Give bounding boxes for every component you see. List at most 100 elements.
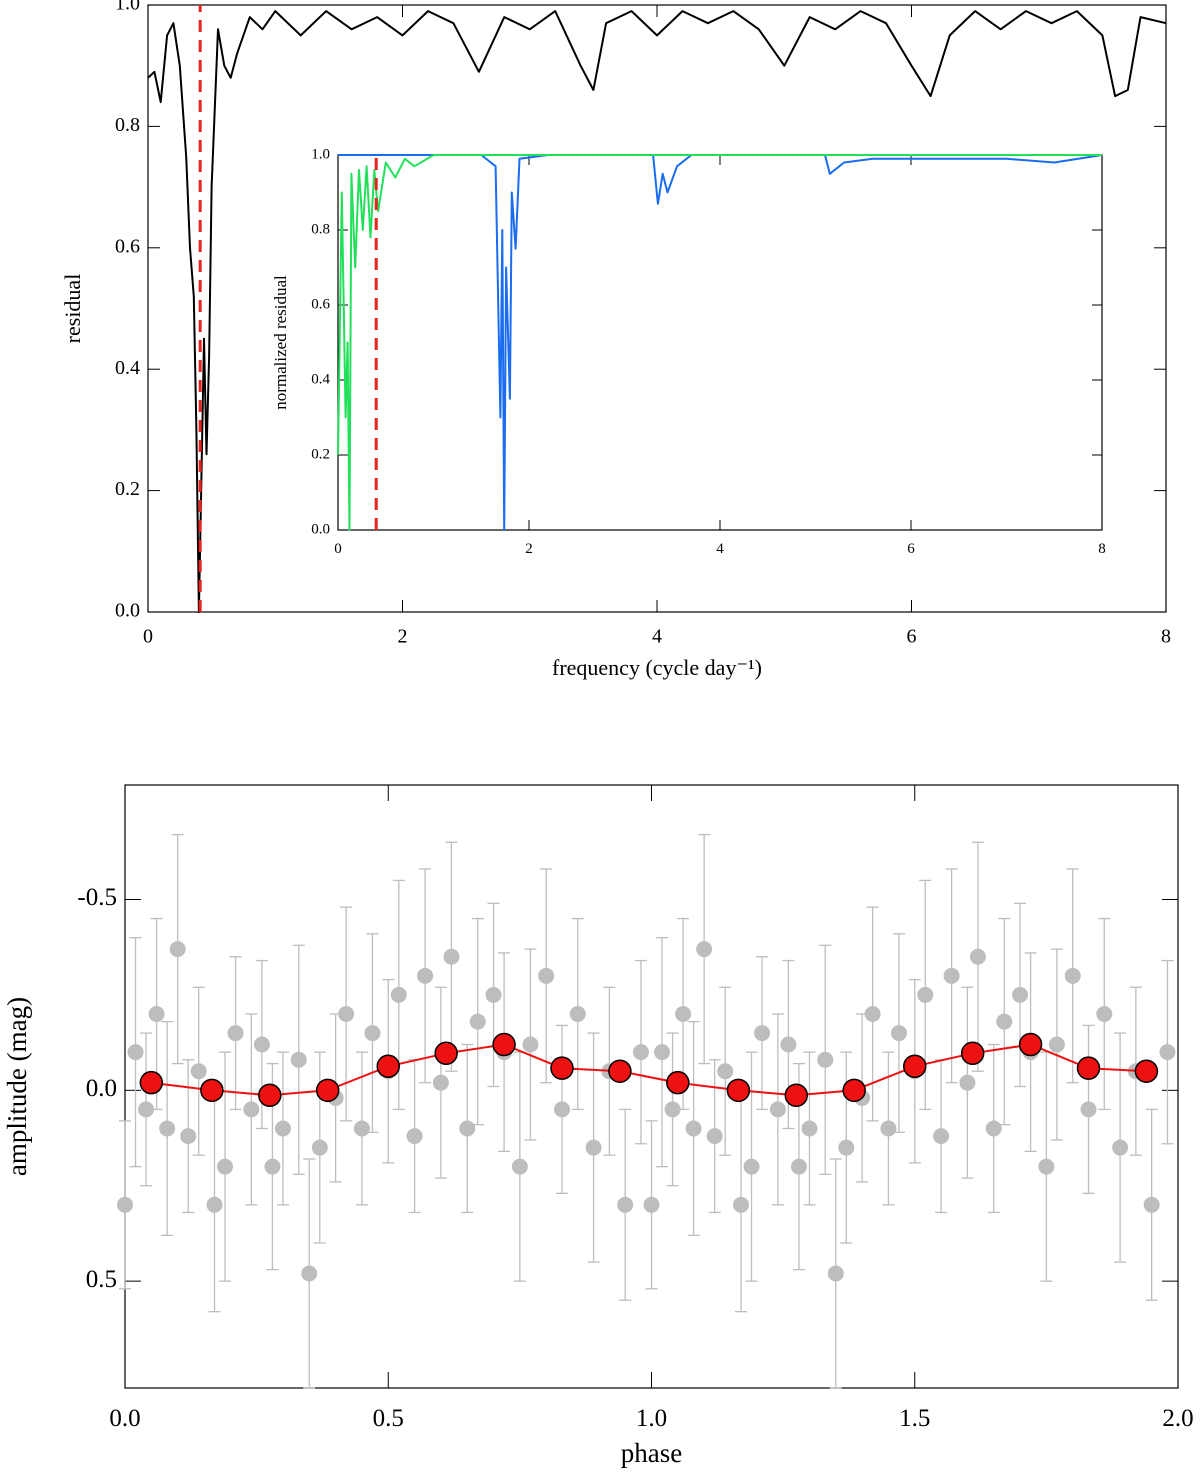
data-point (511, 1158, 528, 1175)
y-tick-label: 1.0 (115, 0, 140, 15)
data-point (227, 1025, 244, 1042)
data-point (1080, 1101, 1097, 1118)
y-tick-label: 0.8 (311, 221, 330, 237)
data-point (617, 1196, 634, 1213)
data-point (485, 986, 502, 1003)
y-tick-label: 1.0 (311, 146, 330, 162)
y-axis-label: normalized residual (271, 275, 290, 410)
x-tick-label: 4 (716, 541, 724, 557)
y-tick-label: 0.0 (311, 521, 330, 537)
data-point (417, 967, 434, 984)
data-point (743, 1158, 760, 1175)
data-point (903, 1054, 927, 1079)
data-point (733, 1196, 750, 1213)
data-point (315, 1078, 340, 1103)
data-line (337, 154, 1102, 531)
data-point (675, 1005, 692, 1022)
data-point (406, 1128, 423, 1145)
data-point (492, 1032, 516, 1057)
data-point (127, 1044, 144, 1061)
data-point (969, 948, 986, 965)
x-tick-label: 4 (652, 626, 662, 648)
y-axis-label: residual (60, 274, 85, 344)
data-point (726, 1078, 751, 1103)
data-point (364, 1025, 381, 1042)
y-tick-label: 0.4 (115, 357, 140, 379)
y-tick-label: 0.6 (115, 235, 140, 257)
x-tick-label: 1.5 (899, 1405, 930, 1432)
data-point (538, 967, 555, 984)
plot-area (337, 154, 1103, 531)
y-tick-label: 0.0 (115, 600, 140, 622)
data-point (550, 1056, 574, 1080)
x-tick-label: 0 (143, 626, 153, 648)
data-point (666, 1070, 690, 1095)
data-point (717, 1063, 734, 1080)
data-point (1076, 1056, 1101, 1080)
data-point (696, 941, 713, 958)
data-point (117, 1196, 133, 1213)
data-point (274, 1120, 291, 1137)
x-tick-label: 6 (907, 626, 917, 648)
x-axis-label: frequency (cycle day⁻¹) (552, 655, 762, 680)
x-tick-label: 2 (398, 626, 408, 648)
data-point (169, 941, 186, 958)
y-tick-label: 0.6 (311, 296, 330, 312)
y-tick-label: 0.2 (115, 478, 140, 500)
data-point (985, 1120, 1002, 1137)
data-point (585, 1139, 602, 1156)
x-tick-label: 0.5 (373, 1405, 404, 1432)
data-point (190, 1063, 207, 1080)
y-tick-label: -0.5 (77, 884, 117, 911)
data-point (459, 1120, 476, 1137)
data-point (243, 1101, 260, 1118)
data-point (784, 1083, 809, 1108)
data-point (838, 1139, 855, 1156)
data-point (217, 1158, 234, 1175)
data-point (817, 1051, 834, 1068)
data-point (290, 1051, 307, 1068)
data-point (643, 1196, 660, 1213)
data-point (1064, 967, 1081, 984)
y-tick-label: 0.2 (311, 446, 330, 462)
data-point (769, 1101, 786, 1118)
x-tick-label: 8 (1098, 541, 1106, 557)
data-point (933, 1128, 950, 1145)
x-tick-label: 0.0 (109, 1405, 140, 1432)
data-point (353, 1120, 370, 1137)
data-point (1159, 1044, 1176, 1061)
data-point (569, 1005, 586, 1022)
data-point (664, 1101, 681, 1118)
data-point (801, 1120, 818, 1137)
data-point (790, 1158, 807, 1175)
x-tick-label: 8 (1161, 626, 1171, 648)
data-point (1112, 1139, 1129, 1156)
data-point (469, 1013, 486, 1030)
x-tick-label: 1.0 (636, 1405, 667, 1432)
data-point (159, 1120, 176, 1137)
data-point (996, 1013, 1013, 1030)
data-point (959, 1074, 976, 1091)
data-point (148, 1005, 165, 1022)
data-point (206, 1196, 223, 1213)
data-point (754, 1025, 771, 1042)
data-point (139, 1070, 164, 1095)
x-tick-label: 0 (334, 541, 342, 557)
data-point (432, 1074, 449, 1091)
data-point (608, 1059, 632, 1083)
data-point (180, 1128, 197, 1145)
data-point (1134, 1059, 1159, 1083)
x-axis-label: phase (621, 1438, 682, 1468)
data-point (376, 1054, 400, 1079)
data-point (864, 1005, 881, 1022)
data-point (685, 1120, 702, 1137)
data-point (522, 1036, 539, 1053)
data-point (434, 1041, 458, 1066)
y-tick-label: 0.4 (311, 371, 330, 387)
data-point (1012, 986, 1029, 1003)
y-tick-label: 0.8 (115, 114, 140, 136)
data-point (827, 1265, 844, 1282)
data-point (842, 1078, 866, 1103)
data-point (780, 1036, 797, 1053)
x-tick-label: 2.0 (1162, 1405, 1193, 1432)
